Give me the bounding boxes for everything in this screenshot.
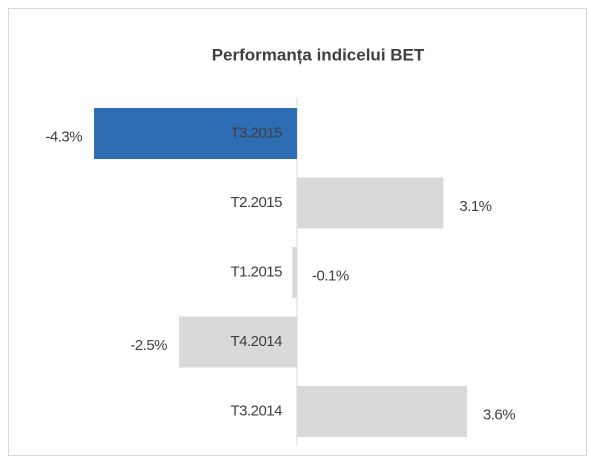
category-label: T4.2014 (230, 333, 282, 350)
bar (292, 247, 297, 298)
value-label: -0.1% (312, 267, 349, 284)
category-label: T3.2014 (230, 402, 282, 419)
bar (297, 386, 467, 437)
chart-title: Performanța indicelui BET (212, 45, 425, 64)
bar (179, 316, 297, 368)
bar (297, 177, 444, 229)
value-label: -4.3% (45, 128, 82, 145)
category-label: T2.2015 (230, 194, 282, 211)
value-label: 3.6% (483, 406, 515, 423)
bar (94, 108, 297, 159)
category-label: T1.2015 (230, 263, 282, 280)
value-label: -2.5% (130, 337, 167, 354)
category-label: T3.2015 (230, 124, 282, 141)
value-label: 3.1% (459, 198, 491, 215)
